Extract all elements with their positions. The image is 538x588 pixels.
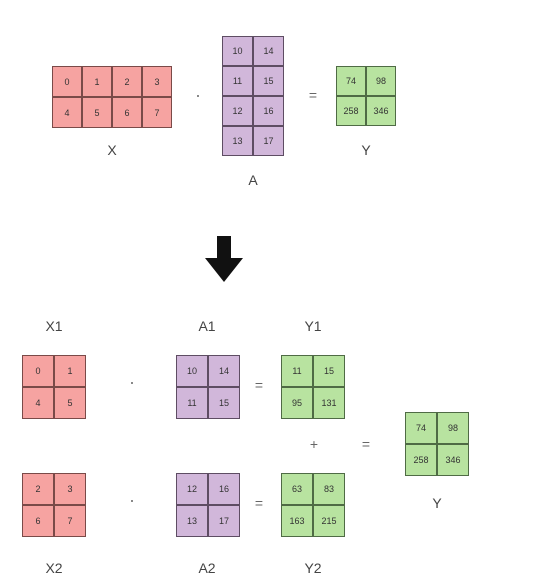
matrix-cell: 0 [52,66,82,97]
matrix-cell: 17 [208,505,240,537]
matrix-cell: 83 [313,473,345,505]
matrix-cell: 13 [222,126,253,156]
matrix-cell: 98 [366,66,396,96]
matrix-a2-label: A2 [198,560,216,576]
matrix-cell: 258 [405,444,437,476]
matrix-cell: 1 [82,66,112,97]
matrix-a2: 12 16 13 17 [176,473,240,537]
matrix-cell: 14 [253,36,284,66]
matrix-cell: 15 [313,355,345,387]
matrix-cell: 0 [22,355,54,387]
matrix-cell: 131 [313,387,345,419]
matrix-x: 0 1 2 3 4 5 6 7 [52,66,172,128]
matrix-cell: 16 [253,96,284,126]
matrix-cell: 15 [253,66,284,96]
matrix-cell: 258 [336,96,366,126]
matrix-cell: 4 [22,387,54,419]
matrix-cell: 7 [142,97,172,128]
matrix-a1-label: A1 [198,318,216,334]
matrix-cell: 10 [176,355,208,387]
matrix-cell: 1 [54,355,86,387]
matrix-cell: 95 [281,387,313,419]
matrix-y-result: 74 98 258 346 [405,412,469,476]
matrix-cell: 2 [112,66,142,97]
multiply-operator: · [129,490,135,510]
matrix-cell: 215 [313,505,345,537]
matrix-cell: 98 [437,412,469,444]
matrix-cell: 74 [405,412,437,444]
matrix-cell: 11 [176,387,208,419]
matrix-y: 74 98 258 346 [336,66,396,126]
matrix-cell: 346 [437,444,469,476]
matrix-x1: 0 1 4 5 [22,355,86,419]
matrix-cell: 346 [366,96,396,126]
matrix-y2: 63 83 163 215 [281,473,345,537]
down-arrow-icon [205,236,243,282]
matrix-a: 10 14 11 15 12 16 13 17 [222,36,284,156]
matrix-cell: 12 [176,473,208,505]
matrix-cell: 13 [176,505,208,537]
equals-operator: = [254,377,264,393]
matrix-y-result-label: Y [432,495,442,511]
matrix-cell: 16 [208,473,240,505]
matrix-y-label: Y [361,142,371,158]
matrix-cell: 4 [52,97,82,128]
matrix-cell: 3 [54,473,86,505]
matrix-cell: 14 [208,355,240,387]
matrix-cell: 7 [54,505,86,537]
matrix-cell: 3 [142,66,172,97]
matrix-cell: 11 [222,66,253,96]
matrix-x-label: X [107,142,117,158]
matrix-cell: 5 [82,97,112,128]
matrix-cell: 6 [112,97,142,128]
matrix-cell: 5 [54,387,86,419]
matrix-cell: 63 [281,473,313,505]
matrix-cell: 10 [222,36,253,66]
equals-operator: = [361,436,371,452]
equals-operator: = [308,87,318,103]
matrix-cell: 12 [222,96,253,126]
matrix-cell: 74 [336,66,366,96]
matrix-y1-label: Y1 [304,318,322,334]
matrix-cell: 6 [22,505,54,537]
multiply-operator: · [129,372,135,392]
plus-operator: + [309,436,319,452]
matrix-y1: 11 15 95 131 [281,355,345,419]
matrix-x1-label: X1 [45,318,63,334]
matrix-x2-label: X2 [45,560,63,576]
matrix-a1: 10 14 11 15 [176,355,240,419]
equals-operator: = [254,495,264,511]
matrix-a-label: A [248,172,258,188]
matrix-cell: 11 [281,355,313,387]
matrix-x2: 2 3 6 7 [22,473,86,537]
matrix-cell: 163 [281,505,313,537]
matrix-cell: 2 [22,473,54,505]
matrix-cell: 17 [253,126,284,156]
multiply-operator: · [195,85,201,105]
matrix-y2-label: Y2 [304,560,322,576]
matrix-cell: 15 [208,387,240,419]
